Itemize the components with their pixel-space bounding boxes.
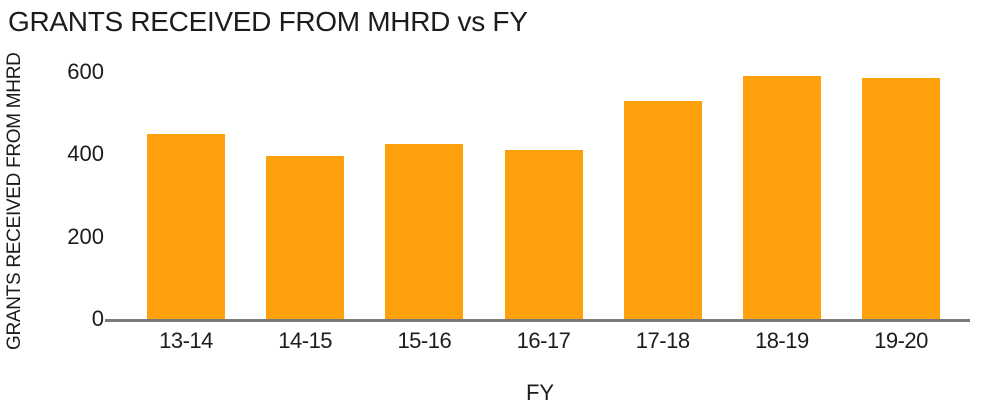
x-tick-label-16-17: 16-17: [516, 328, 571, 353]
x-tick-label-18-19: 18-19: [754, 328, 809, 353]
y-tick-label-0: 0: [91, 306, 104, 331]
bar-17-18: [623, 101, 702, 319]
y-tick-label-400: 400: [67, 141, 104, 166]
plot-area: FY 13-14 14-15 15-16 16-17 17-18 18-19 19-20: [105, 72, 970, 405]
x-tick-label-19-20: 19-20: [874, 328, 928, 353]
x-tick-label-13-14: 13-14: [159, 328, 213, 353]
bar-19-20: [862, 78, 941, 319]
bar-14-15: [266, 156, 345, 319]
bar-15-16: [385, 144, 464, 319]
y-tick-label-200: 200: [67, 224, 104, 249]
x-tick-label-15-16: 15-16: [397, 328, 452, 353]
x-axis-line: [105, 319, 970, 322]
x-axis-label: FY: [525, 380, 555, 405]
y-tick-label-600: 600: [67, 59, 104, 84]
bar-16-17: [504, 150, 583, 319]
y-axis-label: GRANTS RECEIVED FROM MHRD: [4, 52, 25, 350]
x-tick-label-14-15: 14-15: [278, 328, 333, 353]
bar-18-19: [742, 76, 821, 319]
chart-title: GRANTS RECEIVED FROM MHRD vs FY: [8, 6, 528, 37]
x-tick-label-17-18: 17-18: [635, 328, 690, 353]
bar-13-14: [147, 134, 225, 319]
